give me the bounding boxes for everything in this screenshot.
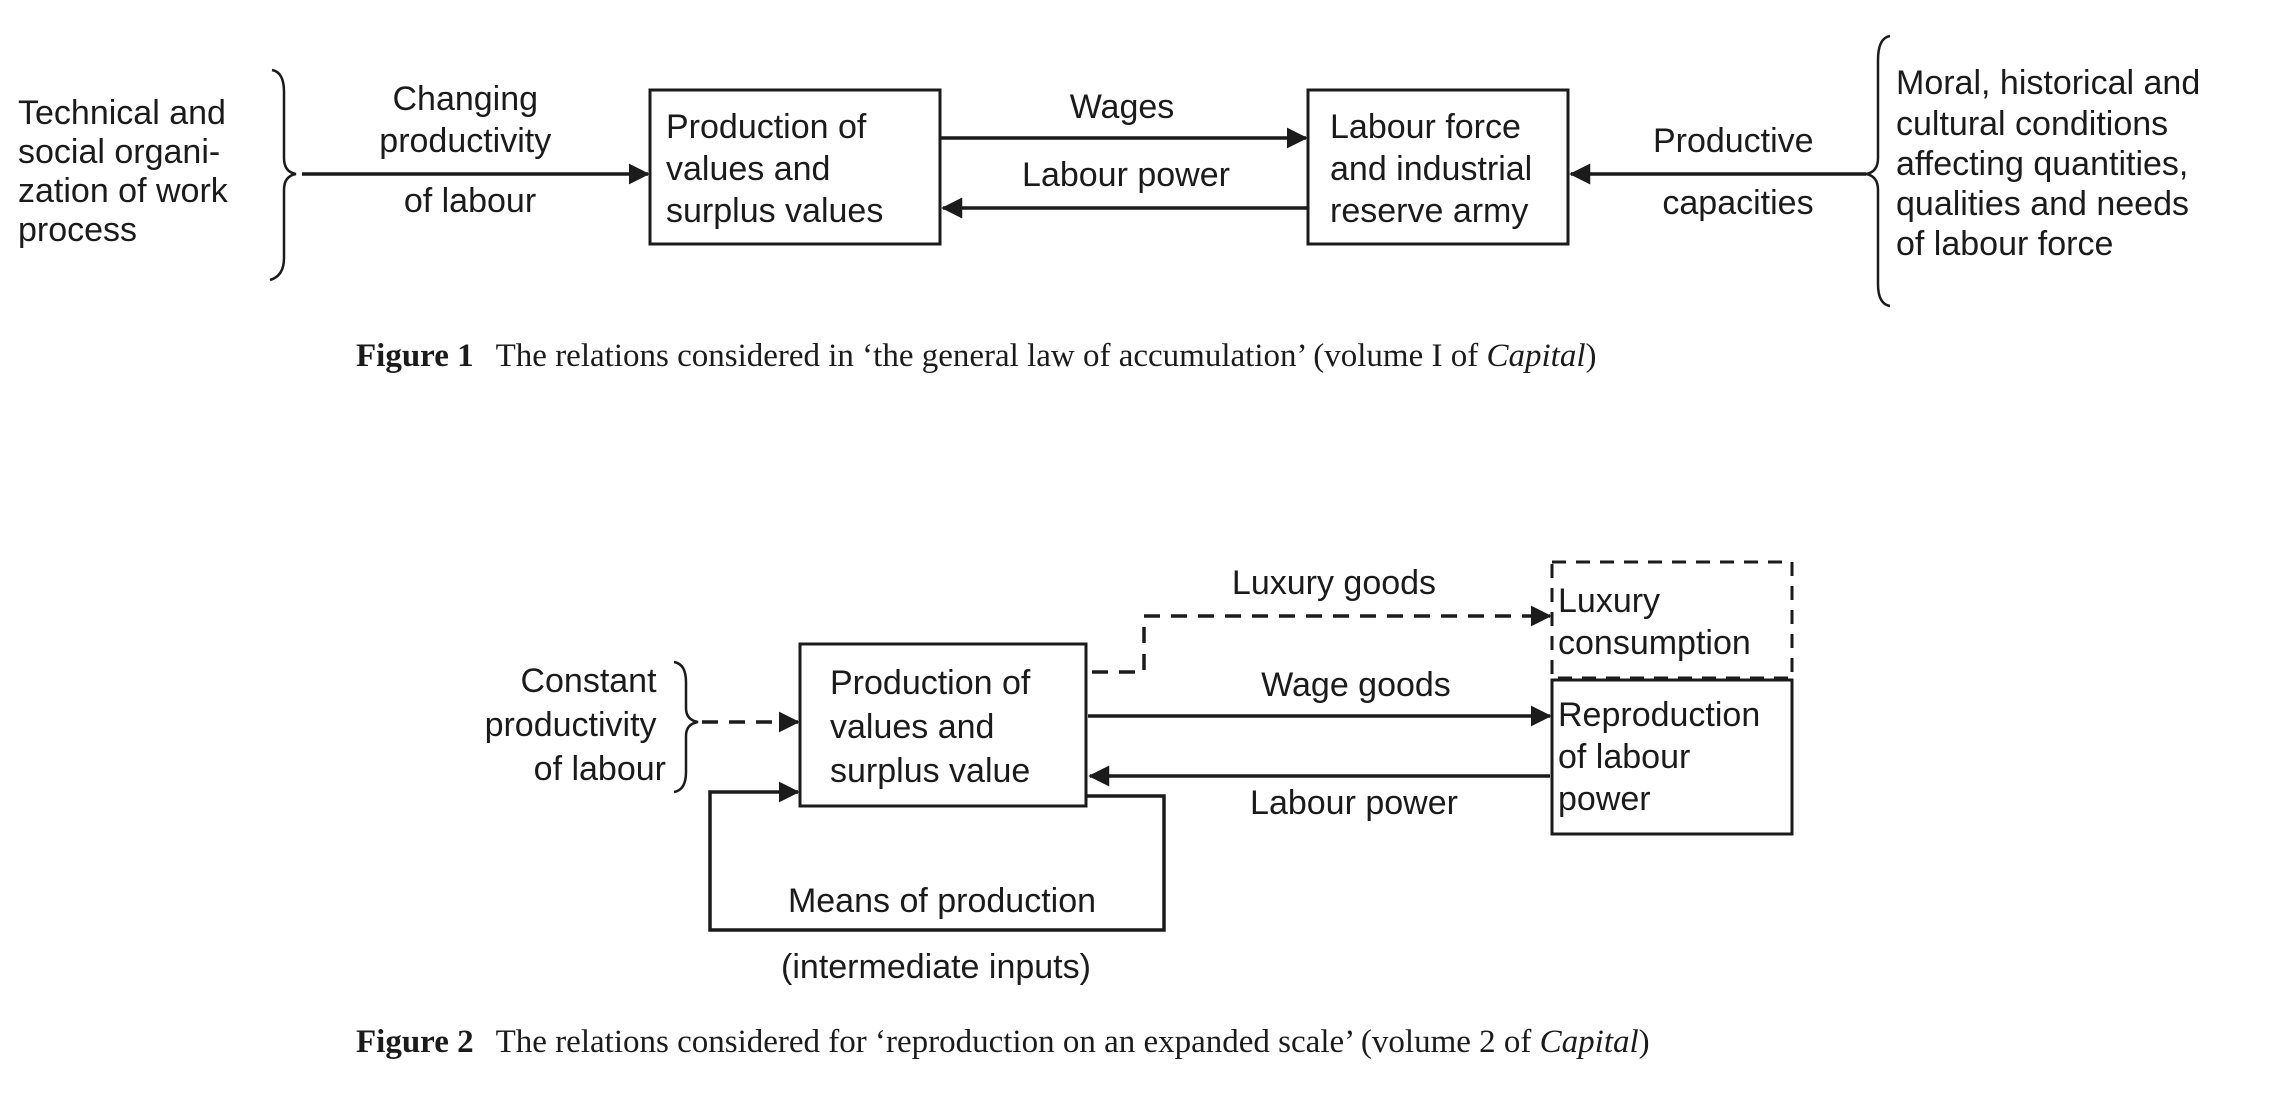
figure-1: Technical and social organi- zation of w…	[18, 34, 2210, 374]
fig2-labour-power-label: Labour power	[1250, 784, 1458, 822]
fig2-means-label: Means of production	[788, 882, 1096, 920]
fig2-luxury-text: Luxury consumption	[1558, 582, 1751, 662]
fig1-caption-text: The relations considered in ‘the general…	[496, 338, 1487, 374]
fig1-production-box	[648, 88, 942, 246]
fig2-production-box	[798, 642, 1088, 808]
fig1-production-text: Production of values and surplus values	[666, 108, 883, 230]
fig2-caption-text: The relations considered for ‘reproducti…	[496, 1024, 1540, 1060]
fig1-left-brace	[269, 68, 297, 282]
fig2-constant-brace	[673, 660, 699, 794]
fig1-labour-power-label: Labour power	[1022, 156, 1230, 194]
fig1-changing-productivity-label: Changing productivity of labour	[379, 80, 560, 220]
fig2-reproduction-text: Reproduction of labour power	[1558, 696, 1770, 818]
fig2-reproduction-box	[1550, 678, 1794, 836]
fig2-constant-productivity-text: Constant productivity of labour	[485, 662, 666, 788]
fig1-right-brace	[1865, 34, 1891, 308]
fig1-caption-suffix: )	[1586, 338, 1597, 374]
figure-2: Constant productivity of labour Producti…	[356, 560, 1794, 1060]
fig1-work-process-text: Technical and social organi- zation of w…	[18, 94, 237, 249]
fig1-labour-force-text: Labour force and industrial reserve army	[1330, 108, 1542, 230]
fig2-production-text: Production of values and surplus value	[830, 664, 1040, 790]
fig1-caption-italic: Capital	[1486, 338, 1585, 374]
fig2-wage-goods-label: Wage goods	[1261, 666, 1451, 704]
fig2-luxury-goods-label: Luxury goods	[1232, 564, 1436, 602]
fig1-labour-force-box	[1306, 88, 1570, 246]
fig2-luxury-box	[1550, 560, 1794, 680]
fig1-wages-label: Wages	[1070, 88, 1175, 126]
fig1-productive-capacities-label: Productive capacities	[1653, 122, 1823, 222]
fig2-luxury-arrow	[1092, 605, 1552, 674]
fig2-caption-italic: Capital	[1540, 1024, 1639, 1060]
fig1-conditions-text: Moral, historical and cultural condition…	[1896, 64, 2210, 263]
fig2-caption: Figure 2 The relations considered for ‘re…	[356, 1024, 1650, 1060]
fig2-intermediate-label: (intermediate inputs)	[781, 948, 1091, 986]
fig2-means-loop-arrow	[708, 781, 1166, 932]
fig1-caption: Figure 1 The relations considered in ‘the…	[356, 338, 1597, 374]
fig2-caption-suffix: )	[1639, 1024, 1650, 1060]
fig1-caption-prefix: Figure 1	[356, 338, 474, 374]
fig2-caption-prefix: Figure 2	[356, 1024, 474, 1060]
